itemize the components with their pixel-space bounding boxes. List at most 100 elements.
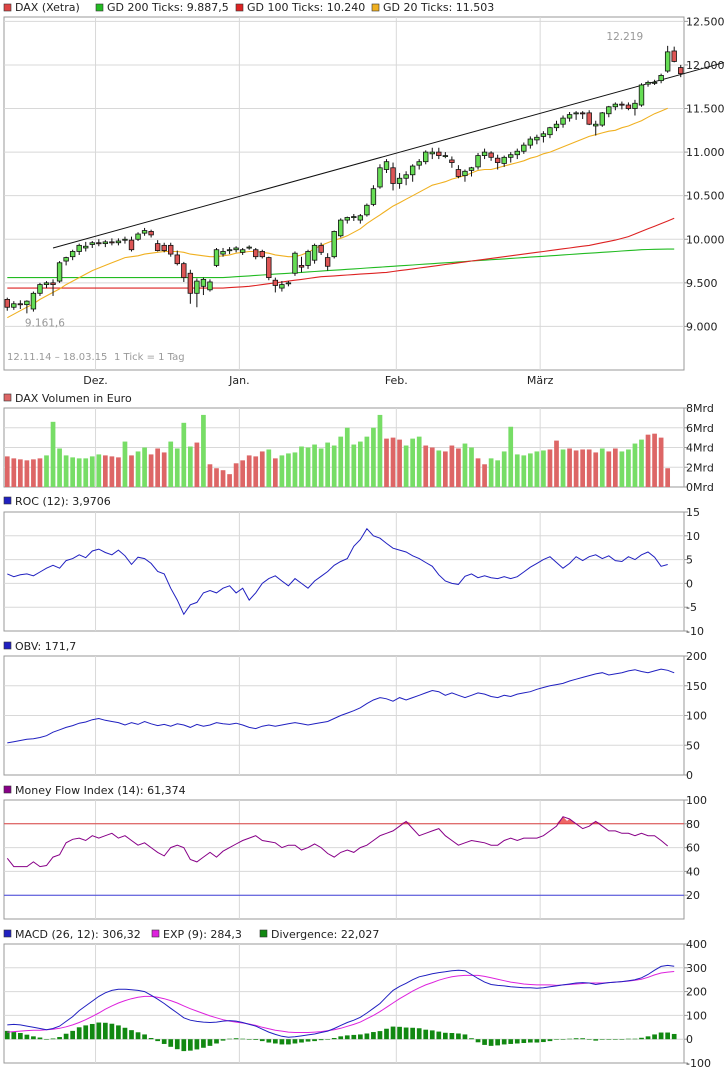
candle-body xyxy=(76,244,82,252)
candle-body xyxy=(521,144,527,152)
candle-body xyxy=(122,238,128,241)
volume-bar xyxy=(357,441,363,487)
volume-bar xyxy=(155,448,161,487)
volume-bar xyxy=(272,458,278,487)
divergence-bar xyxy=(246,1039,252,1040)
divergence-bar xyxy=(671,1033,677,1040)
candle-body xyxy=(174,254,180,265)
candle-body xyxy=(514,150,520,156)
divergence-bar xyxy=(187,1039,193,1051)
volume-bar xyxy=(508,426,514,487)
divergence-bar xyxy=(109,1023,115,1040)
divergence-bar xyxy=(397,1026,402,1040)
volume-bar xyxy=(429,447,435,487)
candle-body xyxy=(50,282,56,285)
divergence-bar xyxy=(658,1032,664,1040)
candle-body xyxy=(612,103,619,108)
candle-body xyxy=(534,136,540,141)
candle-body xyxy=(619,103,625,106)
candle-body xyxy=(599,112,605,126)
volume-bar xyxy=(325,442,331,487)
obv-title: OBV: 171,7 xyxy=(15,640,76,653)
volume-bar xyxy=(456,448,461,487)
panel-2-ytick-label: 15 xyxy=(686,506,700,519)
volume-bar xyxy=(181,422,187,487)
divergence-bar xyxy=(521,1039,527,1044)
volume-bar xyxy=(174,448,180,487)
legend-swatch-3 xyxy=(371,3,380,12)
volume-bar xyxy=(593,452,599,487)
tick-note: 1 Tick = 1 Tag xyxy=(114,352,185,363)
period-note: 12.11.14 – 18.03.15 xyxy=(7,352,107,363)
divergence-bar xyxy=(50,1038,56,1040)
legend-label: GD 100 Ticks: 10.240 xyxy=(247,1,365,14)
volume-bar xyxy=(619,451,625,487)
volume-bar xyxy=(220,470,226,487)
volume-bar xyxy=(109,456,115,487)
volume-bar xyxy=(44,455,49,487)
panel-2-frame xyxy=(3,511,685,632)
divergence-bar xyxy=(626,1038,631,1040)
divergence-bar xyxy=(554,1039,559,1040)
macd-legend-label: Divergence: 22,027 xyxy=(271,928,379,941)
volume-bar xyxy=(567,448,572,487)
divergence-bar xyxy=(475,1039,481,1043)
volume-bar xyxy=(37,458,43,487)
volume-bar xyxy=(253,456,259,487)
candle-body xyxy=(593,123,599,127)
divergence-bar xyxy=(227,1038,232,1040)
panel-4-ytick-label: 100 xyxy=(686,794,707,807)
volume-bar xyxy=(665,468,671,487)
candle-body xyxy=(161,244,167,251)
divergence-bar xyxy=(266,1039,272,1043)
divergence-bar xyxy=(174,1039,180,1050)
panel-0-frame xyxy=(3,16,685,371)
candle-body xyxy=(338,219,344,237)
legend-swatch-macd-0 xyxy=(3,929,12,938)
volume-bar xyxy=(207,464,213,487)
divergence-bar xyxy=(17,1033,23,1040)
divergence-bar xyxy=(632,1038,638,1040)
volume-bar xyxy=(599,448,605,487)
divergence-bar xyxy=(135,1032,141,1040)
legend-swatch-obv xyxy=(3,641,12,650)
candle-body xyxy=(632,102,638,109)
volume-bar xyxy=(554,440,559,487)
divergence-bar xyxy=(527,1039,533,1043)
panel-5-frame xyxy=(3,943,685,1064)
candle-body xyxy=(462,170,468,177)
volume-bar xyxy=(292,452,298,487)
candle-body xyxy=(671,50,677,62)
candle-body xyxy=(383,161,390,170)
volume-bar xyxy=(645,434,651,487)
candle-body xyxy=(416,161,422,166)
candle-body xyxy=(579,112,586,115)
candle-body xyxy=(678,67,684,75)
volume-bar xyxy=(416,436,422,487)
divergence-bar xyxy=(534,1039,540,1043)
panel-5-ytick-label: 0 xyxy=(686,1033,693,1046)
candle-body xyxy=(658,74,664,82)
panel-1-ytick-label: 2Mrd xyxy=(686,461,714,474)
candle-body xyxy=(187,272,194,294)
divergence-bar xyxy=(495,1039,501,1046)
volume-bar xyxy=(344,427,350,487)
panel-0-ytick-label: 12.000 xyxy=(686,59,725,72)
candle-body xyxy=(390,167,396,184)
panel-4-ytick-label: 40 xyxy=(686,865,700,878)
candle-body xyxy=(89,242,95,245)
candle-body xyxy=(266,257,272,279)
candle-body xyxy=(540,133,547,137)
candle-body xyxy=(566,114,573,119)
volume-bar xyxy=(286,453,291,487)
volume-bar xyxy=(462,443,468,487)
candle-body xyxy=(148,231,154,236)
candle-body xyxy=(56,262,63,282)
divergence-bar xyxy=(4,1030,10,1040)
divergence-bar xyxy=(364,1033,370,1040)
candle-body xyxy=(344,217,350,221)
divergence-bar xyxy=(214,1039,219,1044)
candle-body xyxy=(253,249,259,258)
candle-body xyxy=(547,127,553,136)
volume-bar xyxy=(652,433,657,487)
